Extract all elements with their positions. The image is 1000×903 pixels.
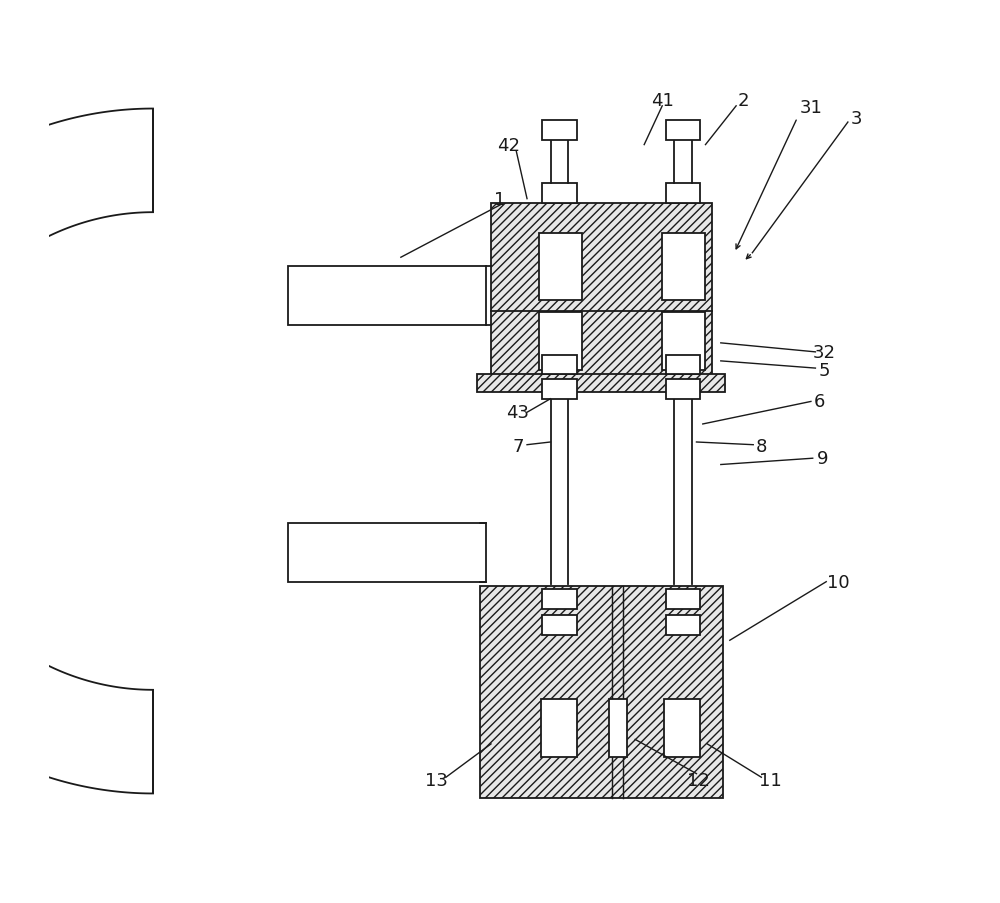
Bar: [666, 590, 700, 609]
Text: 2: 2: [738, 91, 749, 109]
Text: 41: 41: [651, 91, 674, 109]
Bar: [477, 375, 725, 393]
Text: 13: 13: [425, 771, 448, 789]
Bar: [666, 379, 700, 399]
Text: 6: 6: [814, 393, 826, 411]
Bar: [666, 355, 700, 375]
Bar: [541, 699, 577, 758]
Text: 5: 5: [819, 361, 830, 379]
Bar: [288, 267, 486, 325]
Bar: [609, 699, 627, 758]
Bar: [539, 313, 582, 370]
Bar: [542, 590, 577, 609]
Text: 7: 7: [512, 438, 524, 456]
Bar: [491, 204, 712, 379]
Text: 3: 3: [850, 109, 862, 127]
Text: 43: 43: [507, 404, 530, 422]
Text: 9: 9: [817, 450, 828, 468]
Bar: [666, 121, 700, 141]
Text: 42: 42: [498, 136, 521, 154]
Bar: [288, 524, 486, 582]
Bar: [662, 313, 705, 370]
Bar: [664, 699, 700, 758]
Bar: [666, 184, 700, 204]
Bar: [542, 379, 577, 399]
Bar: [542, 121, 577, 141]
Text: 8: 8: [756, 438, 767, 456]
Text: 11: 11: [759, 771, 782, 789]
Text: 1: 1: [494, 191, 506, 209]
Text: 32: 32: [813, 343, 836, 361]
Text: 12: 12: [687, 771, 710, 789]
Polygon shape: [0, 109, 153, 794]
Text: 31: 31: [799, 98, 822, 116]
Bar: [666, 615, 700, 635]
Bar: [662, 234, 705, 302]
Bar: [539, 234, 582, 302]
Bar: [480, 587, 723, 798]
Bar: [542, 615, 577, 635]
Bar: [542, 184, 577, 204]
Bar: [542, 355, 577, 375]
Text: 10: 10: [827, 573, 849, 591]
